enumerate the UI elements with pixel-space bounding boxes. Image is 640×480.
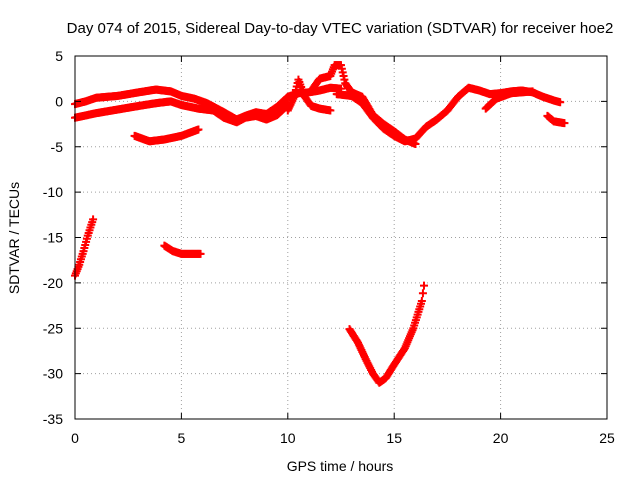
x-tick-label: 5	[178, 430, 186, 446]
series-track-4	[283, 75, 335, 115]
series-track-10	[160, 241, 205, 258]
series-track-7	[481, 87, 537, 113]
y-tick-label: -25	[43, 320, 63, 336]
x-tick-label: 20	[493, 430, 509, 446]
x-tick-label: 0	[71, 430, 79, 446]
y-tick-label: -35	[43, 411, 63, 427]
data-point	[89, 215, 98, 224]
x-axis-label: GPS time / hours	[287, 458, 394, 474]
data-point	[196, 249, 205, 258]
x-tick-label: 25	[599, 430, 615, 446]
y-tick-label: -30	[43, 366, 63, 382]
y-tick-label: 0	[55, 93, 63, 109]
series-track-2	[71, 97, 292, 127]
x-tick-label: 10	[280, 430, 296, 446]
data-point	[419, 281, 428, 290]
series-track-3	[130, 125, 203, 146]
ticks	[74, 55, 608, 420]
y-tick-label: -10	[43, 184, 63, 200]
data-point	[528, 87, 537, 96]
y-tick-label: 5	[55, 48, 63, 64]
x-tick-label: 15	[386, 430, 402, 446]
data-point	[194, 125, 203, 134]
data-point	[560, 119, 569, 128]
series-track-11	[345, 281, 428, 387]
tick-labels: 0 5 10 15 20 25 5 0 -5 -10 -15 -20 -25 -30 -35	[43, 48, 615, 446]
y-tick-label: -20	[43, 275, 63, 291]
gridlines	[75, 56, 607, 419]
series-track-8	[543, 111, 569, 128]
data-point	[417, 297, 426, 306]
data-point	[326, 106, 335, 115]
y-axis-label: SDTVAR / TECUs	[6, 182, 22, 294]
data-points	[71, 61, 569, 387]
y-tick-label: -5	[51, 139, 64, 155]
series-track-9	[71, 215, 98, 280]
data-point	[418, 289, 427, 298]
data-point	[556, 98, 565, 107]
y-tick-label: -15	[43, 230, 63, 246]
chart-title: Day 074 of 2015, Sidereal Day-to-day VTE…	[67, 20, 614, 37]
